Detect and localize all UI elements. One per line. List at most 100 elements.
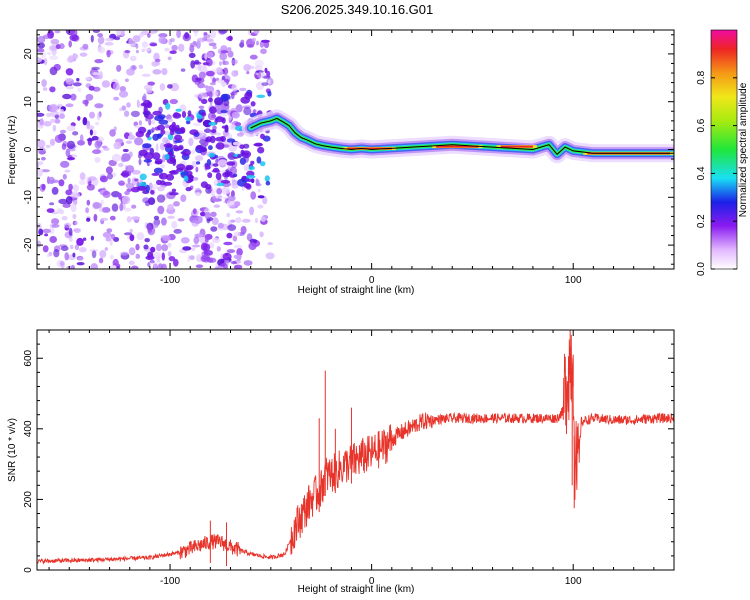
- noise-blob: [191, 149, 195, 155]
- noise-blob: [131, 216, 140, 221]
- noise-blob: [105, 166, 113, 175]
- colorbar-tick-label: 0.8: [696, 70, 707, 84]
- noise-blob: [192, 208, 197, 215]
- noise-blob: [119, 203, 124, 212]
- noise-blob: [37, 48, 45, 53]
- noise-blob: [76, 262, 85, 266]
- noise-blob: [191, 160, 198, 168]
- noise-blob: [252, 109, 256, 114]
- noise-blob: [97, 36, 105, 45]
- noise-blob: [98, 71, 103, 80]
- noise-blob: [135, 49, 139, 54]
- top-panel-ytick-label: 10: [23, 96, 34, 108]
- noise-blob: [248, 242, 257, 251]
- noise-blob: [212, 237, 221, 244]
- noise-blob: [101, 80, 111, 88]
- noise-blob: [151, 119, 155, 125]
- noise-blob: [39, 183, 46, 192]
- noise-blob: [47, 51, 52, 56]
- noise-blob: [94, 59, 104, 64]
- noise-blob: [254, 65, 263, 71]
- noise-blob: [94, 156, 101, 163]
- energy-blob: [208, 152, 216, 158]
- noise-blob: [253, 30, 260, 35]
- noise-blob: [54, 118, 61, 124]
- noise-blob: [193, 236, 200, 245]
- noise-blob: [159, 142, 166, 151]
- noise-blob: [102, 207, 111, 213]
- noise-blob: [170, 82, 180, 92]
- noise-blob: [178, 43, 185, 52]
- noise-blob: [79, 172, 86, 181]
- noise-blob: [152, 262, 158, 269]
- bottom-panel-xtick-label: -100: [160, 576, 180, 587]
- noise-blob: [144, 200, 151, 207]
- noise-blob: [219, 61, 222, 66]
- noise-blob: [68, 40, 72, 48]
- noise-blob: [124, 190, 130, 196]
- noise-blob: [130, 265, 139, 269]
- noise-blob: [166, 118, 174, 123]
- noise-blob: [220, 50, 229, 54]
- noise-blob: [124, 50, 131, 54]
- energy-blob: [212, 163, 219, 167]
- noise-blob: [202, 62, 210, 66]
- noise-blob: [210, 190, 215, 198]
- noise-blob: [191, 247, 196, 251]
- noise-blob: [125, 182, 135, 189]
- noise-blob: [58, 198, 68, 205]
- noise-blob: [169, 98, 178, 105]
- noise-blob: [127, 134, 136, 140]
- noise-blob: [122, 148, 129, 153]
- noise-blob: [105, 236, 112, 242]
- noise-blob: [153, 30, 157, 34]
- energy-blob: [143, 158, 152, 163]
- noise-blob: [153, 52, 160, 61]
- noise-blob: [62, 173, 67, 180]
- noise-blob: [86, 199, 91, 206]
- noise-blob: [65, 196, 73, 205]
- energy-blob: [208, 145, 213, 151]
- noise-blob: [236, 132, 244, 137]
- noise-blob: [61, 143, 67, 151]
- page-title: S206.2025.349.10.16.G01: [280, 2, 434, 17]
- noise-blob: [158, 263, 163, 269]
- noise-blob: [232, 141, 240, 146]
- energy-blob: [175, 108, 182, 112]
- noise-blob: [41, 156, 46, 161]
- energy-blob: [206, 136, 212, 142]
- noise-blob: [188, 137, 194, 147]
- noise-blob: [231, 83, 238, 92]
- noise-blob: [60, 245, 69, 251]
- noise-blob: [259, 231, 264, 238]
- noise-blob: [216, 67, 223, 73]
- noise-blob: [118, 180, 125, 186]
- noise-blob: [66, 125, 76, 132]
- noise-blob: [91, 66, 100, 70]
- noise-blob: [147, 81, 155, 86]
- noise-blob: [42, 87, 48, 91]
- noise-blob: [224, 79, 230, 83]
- energy-blob: [169, 170, 179, 175]
- noise-blob: [72, 131, 79, 136]
- noise-blob: [46, 112, 52, 118]
- noise-blob: [86, 184, 95, 191]
- noise-blob: [167, 251, 172, 257]
- noise-blob: [254, 59, 264, 67]
- noise-blob: [236, 248, 243, 257]
- noise-blob: [72, 213, 77, 220]
- noise-blob: [161, 244, 169, 252]
- noise-blob: [157, 205, 165, 215]
- noise-blob: [70, 203, 77, 213]
- noise-blob: [102, 231, 112, 238]
- energy-blob: [139, 173, 147, 181]
- noise-blob: [37, 139, 46, 148]
- noise-blob: [235, 217, 242, 224]
- noise-blob: [126, 102, 131, 108]
- noise-blob: [94, 140, 102, 149]
- noise-blob: [211, 217, 219, 226]
- noise-blob: [37, 240, 42, 248]
- noise-blob: [148, 119, 152, 126]
- noise-blob: [135, 243, 140, 251]
- colorbar-label: Normalized spectral amplitude: [738, 82, 749, 217]
